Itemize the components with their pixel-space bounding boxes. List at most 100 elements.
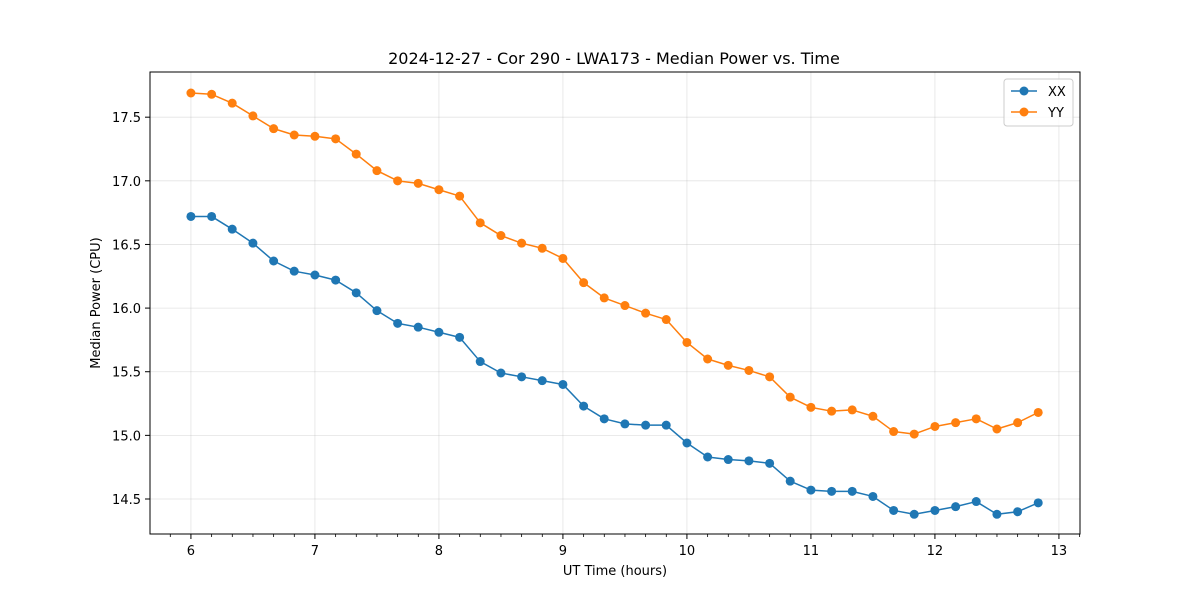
data-point-xx xyxy=(310,270,320,280)
data-point-yy xyxy=(351,149,361,159)
data-point-yy xyxy=(269,124,279,134)
data-point-xx xyxy=(413,322,423,332)
data-point-xx xyxy=(558,379,568,389)
data-point-yy xyxy=(703,354,713,364)
y-tick-label: 15.5 xyxy=(112,366,141,381)
data-point-xx xyxy=(744,456,754,466)
data-point-yy xyxy=(579,278,589,288)
data-point-xx xyxy=(455,332,465,342)
data-point-yy xyxy=(847,405,857,415)
data-point-xx xyxy=(207,211,217,221)
data-point-yy xyxy=(641,308,651,318)
data-point-xx xyxy=(847,486,857,496)
data-point-yy xyxy=(496,231,506,241)
x-tick-label: 13 xyxy=(1051,544,1068,559)
data-point-yy xyxy=(434,185,444,195)
data-point-yy xyxy=(620,301,630,311)
data-point-yy xyxy=(765,372,775,382)
data-point-yy xyxy=(207,89,217,99)
data-point-xx xyxy=(1013,507,1023,517)
data-point-yy xyxy=(868,411,878,421)
data-point-xx xyxy=(909,509,919,519)
data-point-yy xyxy=(1013,418,1023,428)
axis-ticks: 6 7 8 9 10 11 12 13 14.5 15.0 15.5 16.0 16.5 17.0 17.5 xyxy=(112,111,1081,559)
legend: XX YY xyxy=(1003,78,1074,127)
data-point-yy xyxy=(785,392,795,402)
data-point-yy xyxy=(393,176,403,186)
series-xx xyxy=(186,211,1043,519)
x-tick-label: 10 xyxy=(679,544,696,559)
legend-marker-yy xyxy=(1019,107,1029,117)
data-point-yy xyxy=(289,130,299,140)
data-point-yy xyxy=(827,406,837,416)
series-layer xyxy=(186,88,1043,519)
data-point-xx xyxy=(971,497,981,507)
data-point-yy xyxy=(889,427,899,437)
data-point-yy xyxy=(971,414,981,424)
data-point-xx xyxy=(248,238,258,248)
legend-label-xx: XX xyxy=(1048,85,1066,100)
grid-lines xyxy=(150,72,1080,534)
y-tick-label: 16.5 xyxy=(112,238,141,253)
data-point-xx xyxy=(620,419,630,429)
data-point-xx xyxy=(517,372,527,382)
data-point-xx xyxy=(434,327,444,337)
data-point-yy xyxy=(310,131,320,141)
data-point-xx xyxy=(227,224,237,234)
data-point-xx xyxy=(599,414,609,424)
legend-marker-xx xyxy=(1019,86,1029,96)
data-point-yy xyxy=(413,178,423,188)
data-point-xx xyxy=(661,420,671,430)
data-point-yy xyxy=(372,166,382,176)
y-tick-label: 16.0 xyxy=(112,302,141,317)
data-point-xx xyxy=(930,505,940,515)
data-point-yy xyxy=(517,238,527,248)
data-point-xx xyxy=(1033,498,1043,508)
data-point-xx xyxy=(579,401,589,411)
data-point-yy xyxy=(455,191,465,201)
data-point-xx xyxy=(868,491,878,501)
data-point-xx xyxy=(496,368,506,378)
data-point-yy xyxy=(599,293,609,303)
data-point-xx xyxy=(765,458,775,468)
data-point-xx xyxy=(723,455,733,465)
data-point-xx xyxy=(372,306,382,316)
x-tick-label: 6 xyxy=(187,544,195,559)
data-point-xx xyxy=(641,420,651,430)
data-point-xx xyxy=(269,256,279,266)
y-tick-label: 17.5 xyxy=(112,111,141,126)
plot-frame xyxy=(149,71,1081,535)
series-yy xyxy=(186,88,1043,439)
data-point-yy xyxy=(744,365,754,375)
y-tick-label: 17.0 xyxy=(112,175,141,190)
data-point-yy xyxy=(248,111,258,121)
data-point-xx xyxy=(827,486,837,496)
data-point-xx xyxy=(351,288,361,298)
data-point-yy xyxy=(475,218,485,228)
data-point-xx xyxy=(537,376,547,386)
data-point-xx xyxy=(331,275,341,285)
x-axis-label: UT Time (hours) xyxy=(563,564,667,579)
data-point-yy xyxy=(992,424,1002,434)
y-axis-label: Median Power (CPU) xyxy=(89,237,104,368)
data-point-yy xyxy=(682,337,692,347)
x-tick-label: 11 xyxy=(803,544,820,559)
data-point-yy xyxy=(331,134,341,144)
data-point-yy xyxy=(661,315,671,325)
y-tick-label: 14.5 xyxy=(112,493,141,508)
data-point-xx xyxy=(889,505,899,515)
data-point-xx xyxy=(393,318,403,328)
data-point-yy xyxy=(723,360,733,370)
data-point-xx xyxy=(186,211,196,221)
data-point-yy xyxy=(951,418,961,428)
data-point-xx xyxy=(806,485,816,495)
data-point-yy xyxy=(537,243,547,253)
data-point-yy xyxy=(227,98,237,108)
y-tick-label: 15.0 xyxy=(112,429,141,444)
data-point-xx xyxy=(951,502,961,512)
data-point-xx xyxy=(785,476,795,486)
chart-title: 2024-12-27 - Cor 290 - LWA173 - Median P… xyxy=(388,49,840,68)
data-point-xx xyxy=(703,452,713,462)
